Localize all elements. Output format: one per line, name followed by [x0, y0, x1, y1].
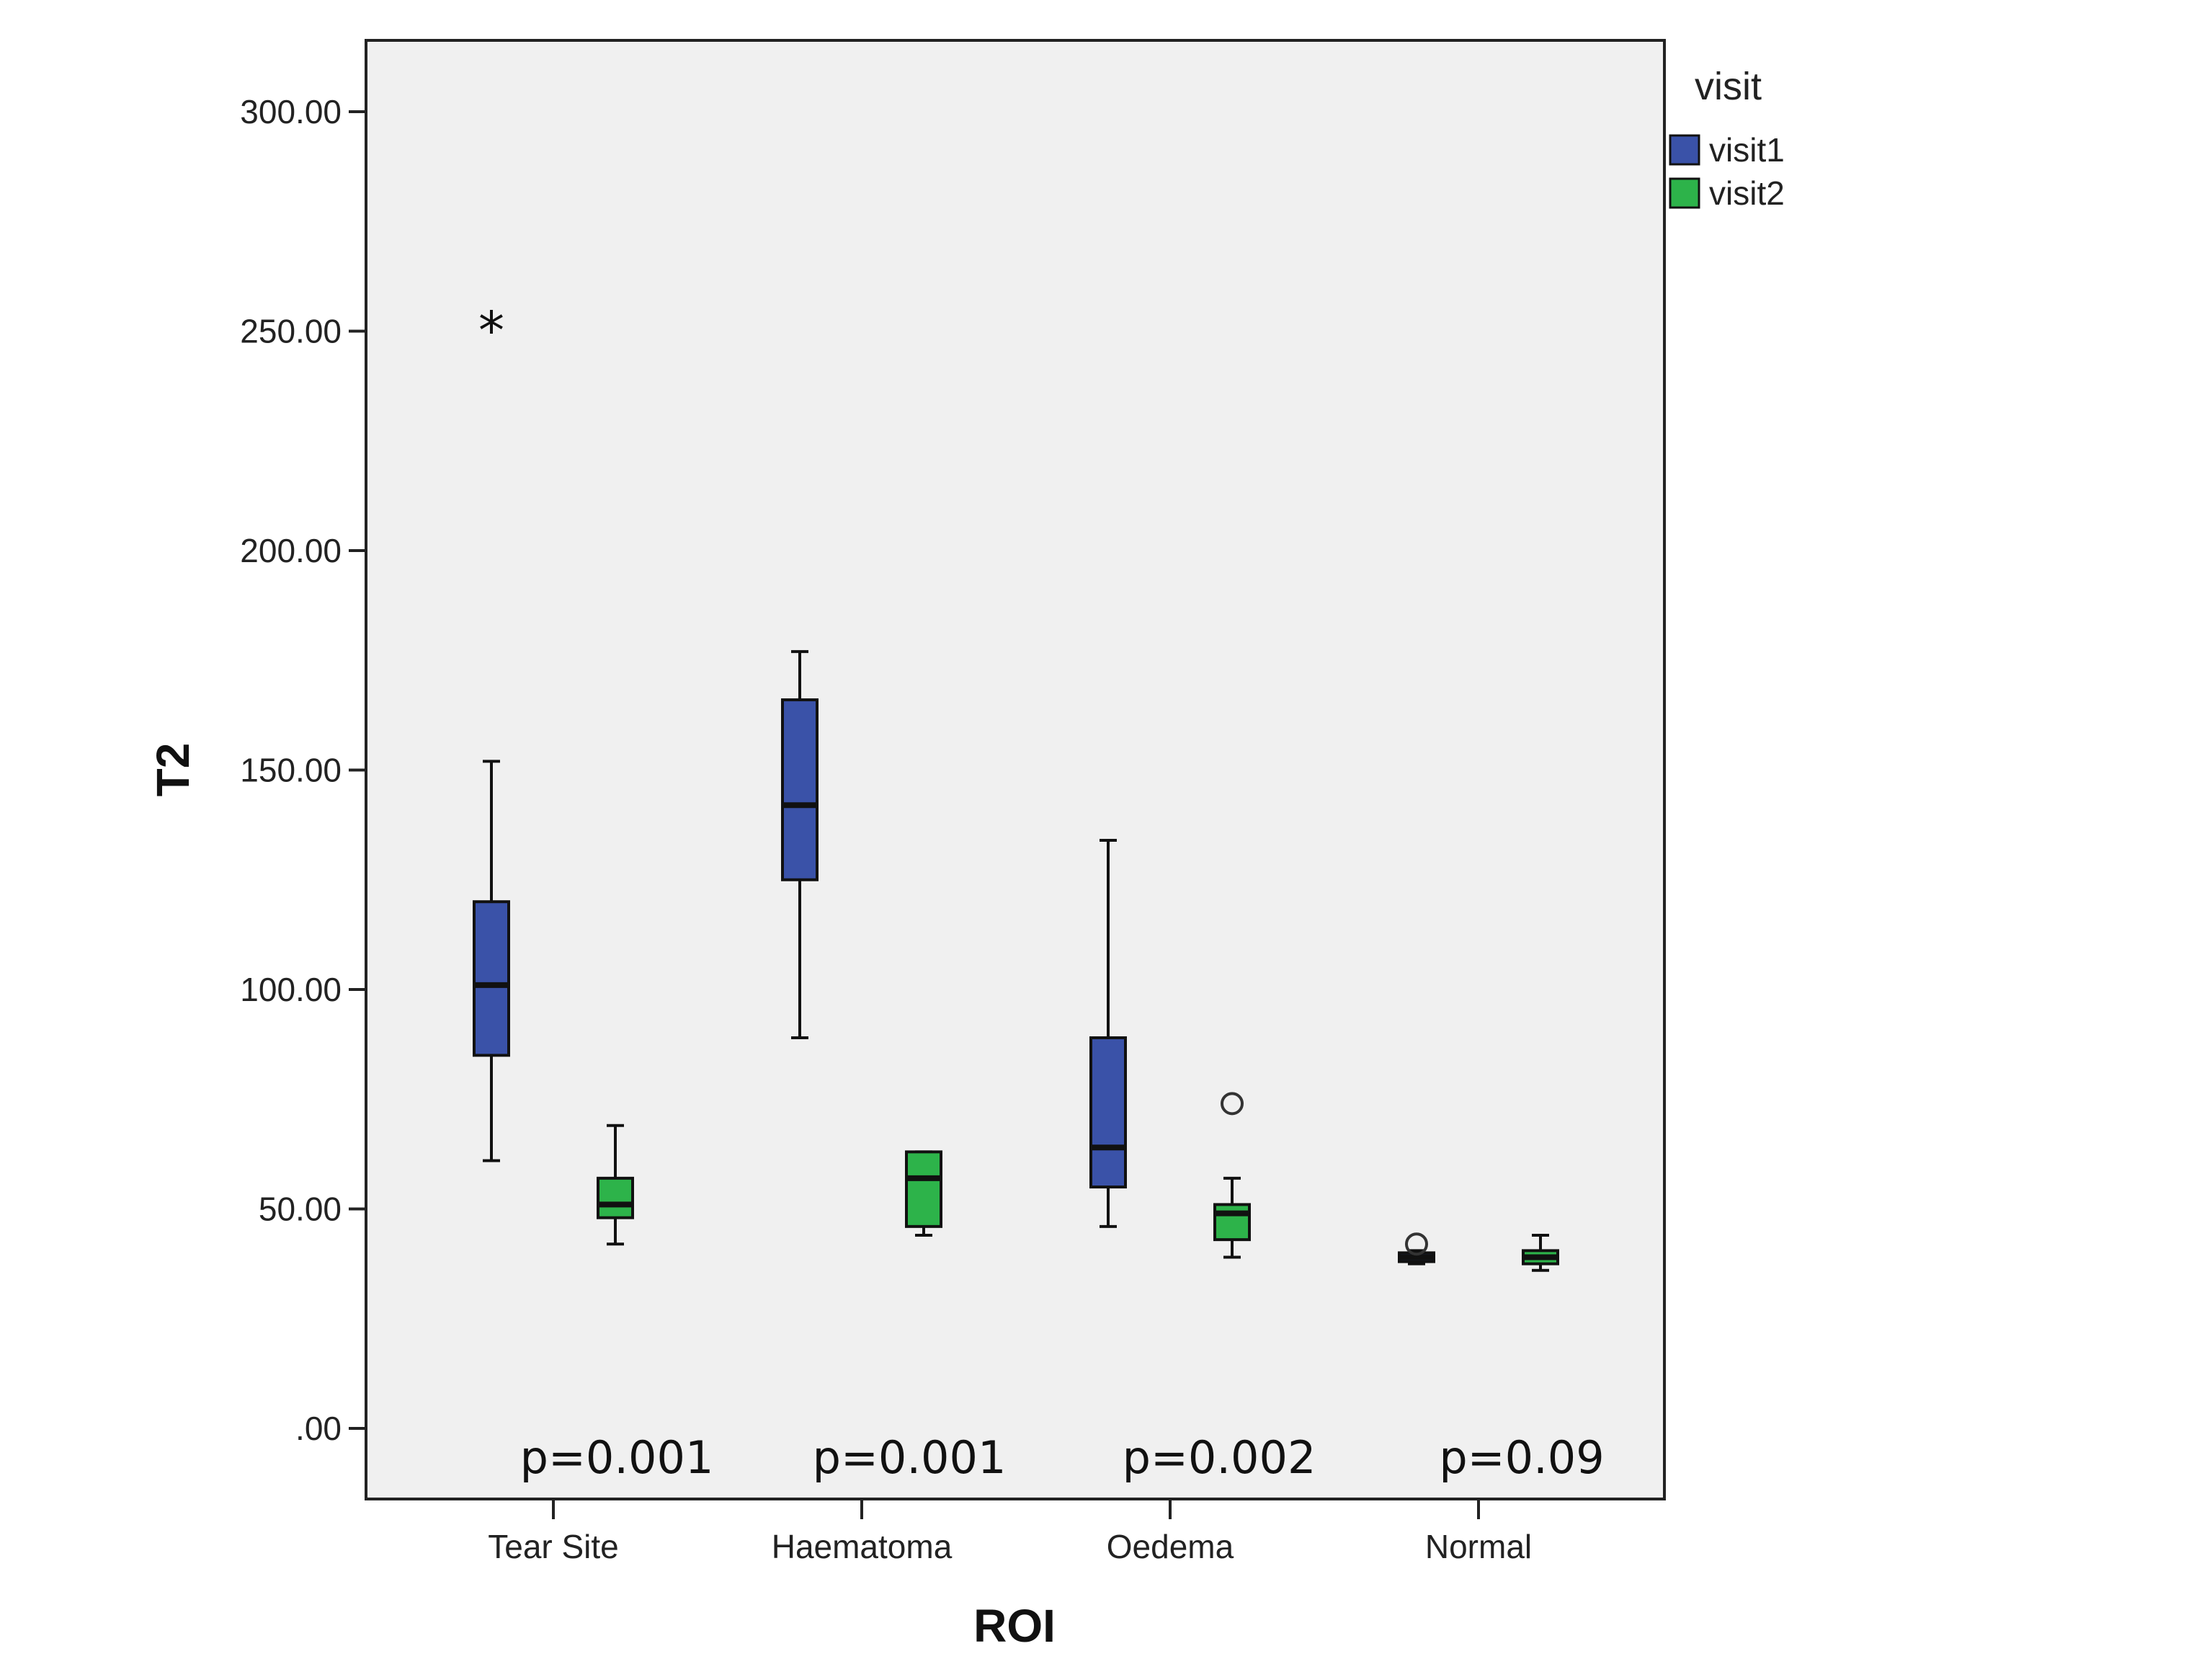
y-tick-label: .00 [295, 1410, 342, 1447]
p-value-label: p=0.001 [813, 1431, 1007, 1484]
box-visit2-0 [597, 1124, 634, 1246]
box-visit1-2 [1089, 838, 1127, 1228]
y-axis-title: T2 [147, 743, 199, 797]
y-axis: .00 50.00 100.00 150.00 200.00 250.00 300.00 [240, 93, 366, 1447]
x-tick-label: Haematoma [772, 1528, 953, 1565]
box-visit1-3 [1398, 1232, 1435, 1266]
legend: visit visit1 visit2 [1669, 65, 1785, 212]
legend-title: visit [1695, 65, 1762, 108]
plot-area [365, 39, 1666, 1500]
box-iqr [781, 698, 819, 881]
p-value-label: p=0.09 [1439, 1431, 1604, 1484]
box-series: * [473, 300, 1559, 1272]
y-tick-label: 50.00 [259, 1191, 342, 1228]
x-tick-label: Tear Site [488, 1528, 619, 1565]
y-tick-label: 300.00 [240, 93, 342, 130]
x-axis-title: ROI [973, 1600, 1056, 1652]
y-tick-label: 200.00 [240, 532, 342, 569]
box-iqr [1089, 1036, 1127, 1189]
p-value-annotations: p=0.001 p=0.001 p=0.002 p=0.09 [520, 1431, 1605, 1484]
box-iqr [597, 1176, 634, 1219]
y-tick-label: 250.00 [240, 313, 342, 350]
x-tick-label: Oedema [1107, 1528, 1234, 1565]
outlier-point [1405, 1232, 1428, 1256]
box-visit2-1 [905, 1150, 942, 1237]
x-axis: Tear Site Haematoma Oedema Normal [488, 1499, 1532, 1565]
y-tick-label: 150.00 [240, 752, 342, 789]
x-tick-label: Normal [1425, 1528, 1532, 1565]
legend-swatch-visit1 [1669, 134, 1700, 166]
box-visit2-2 [1213, 1092, 1251, 1259]
box-visit2-3 [1522, 1234, 1559, 1272]
p-value-label: p=0.001 [520, 1431, 714, 1484]
box-visit1-1 [781, 650, 819, 1039]
legend-label-visit2: visit2 [1709, 174, 1785, 212]
box-iqr [473, 900, 510, 1057]
box-iqr [905, 1150, 942, 1228]
outlier-point [1221, 1092, 1244, 1116]
p-value-label: p=0.002 [1123, 1431, 1316, 1484]
box-iqr [1213, 1203, 1251, 1242]
box-visit1-0: * [473, 300, 510, 1162]
y-tick-label: 100.00 [240, 971, 342, 1008]
extreme-point: * [478, 300, 504, 360]
legend-swatch-visit2 [1669, 177, 1700, 209]
legend-label-visit1: visit1 [1709, 131, 1785, 169]
